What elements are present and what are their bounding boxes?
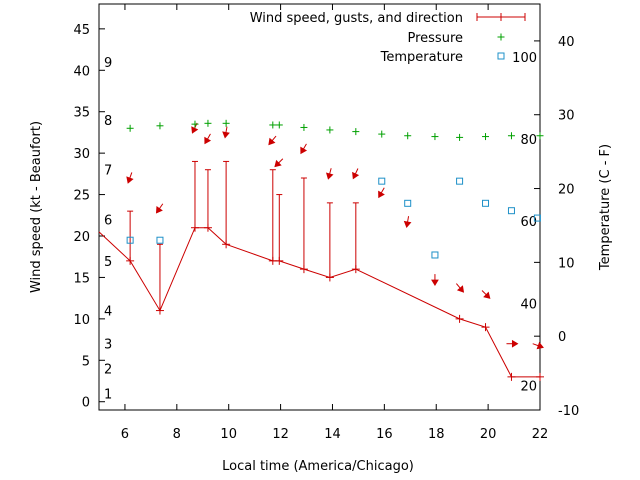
temperature-point xyxy=(404,199,412,207)
wind-direction-arrow-head xyxy=(352,171,360,180)
axes-group xyxy=(98,3,541,411)
beaufort-label: 1 xyxy=(104,387,112,402)
y2-axis-label: Temperature (C - F) xyxy=(598,144,613,271)
wind-direction-arrow-head xyxy=(378,190,385,199)
x-tick-label: 20 xyxy=(480,427,497,442)
wind-direction-arrow xyxy=(274,158,284,168)
x-tick-label: 6 xyxy=(121,427,129,442)
wind-direction-arrow-head xyxy=(204,136,212,145)
wind-direction-arrow xyxy=(481,290,491,299)
x-tick-label: 18 xyxy=(428,427,445,442)
beaufort-label: 9 xyxy=(104,56,112,71)
legend-label-pressure: Pressure xyxy=(407,31,463,46)
legend-label-wind: Wind speed, gusts, and direction xyxy=(250,11,463,26)
beaufort-label: 7 xyxy=(104,164,112,179)
wind-direction-arrow xyxy=(300,143,308,155)
wind-direction-arrow-head xyxy=(456,285,465,293)
wind-direction-arrow-head xyxy=(511,339,519,348)
y-tick-label: 10 xyxy=(73,313,90,328)
wind-direction-arrow-head xyxy=(268,137,276,146)
beaufort-label: 8 xyxy=(104,114,112,129)
wind-direction-arrow xyxy=(431,274,439,287)
temperature-point xyxy=(156,236,164,244)
y-tick-label: 15 xyxy=(73,271,90,286)
beaufort-label: 6 xyxy=(104,213,112,228)
y2-tick-label: -10 xyxy=(558,404,579,419)
wind-direction-arrow-head xyxy=(126,176,134,184)
legend-label-temperature: Temperature xyxy=(380,50,463,65)
wind-direction-arrow xyxy=(506,339,519,348)
wind-direction-arrow xyxy=(403,216,412,228)
beaufort-label: 4 xyxy=(104,305,112,320)
x-axis-label: Local time (America/Chicago) xyxy=(222,459,414,474)
temperature-point xyxy=(431,251,439,259)
fahrenheit-label: 40 xyxy=(520,298,537,313)
y-tick-label: 35 xyxy=(73,106,90,121)
series-group xyxy=(98,119,544,381)
fahrenheit-label: 20 xyxy=(520,380,537,395)
wind-speed-line xyxy=(98,227,540,378)
beaufort-label: 2 xyxy=(104,363,112,378)
beaufort-label: 5 xyxy=(104,255,112,270)
wind-direction-arrow-head xyxy=(222,131,230,139)
wind-direction-arrow xyxy=(155,203,164,214)
fahrenheit-label: 80 xyxy=(520,133,537,148)
wind-direction-arrow-head xyxy=(403,220,412,228)
wind-direction-arrow-head xyxy=(191,126,199,134)
y2-tick-label: 40 xyxy=(558,35,575,50)
wind-direction-arrow xyxy=(222,126,230,139)
wind-direction-arrow xyxy=(126,172,134,184)
wind-direction-arrow-head xyxy=(300,146,308,155)
y-tick-label: 40 xyxy=(73,64,90,79)
y-axis-label: Wind speed (kt - Beaufort) xyxy=(29,121,44,293)
wind-direction-arrow-head xyxy=(483,291,491,299)
plot-frame xyxy=(98,3,541,411)
x-tick-label: 8 xyxy=(173,427,181,442)
wind-direction-arrow xyxy=(532,341,544,350)
wind-direction-arrow xyxy=(378,187,385,199)
beaufort-label: 3 xyxy=(104,338,112,353)
wind-direction-arrow xyxy=(455,283,465,293)
wind-direction-arrow xyxy=(204,133,212,145)
temperature-point xyxy=(126,236,134,244)
legend: Wind speed, gusts, and direction Pressure… xyxy=(250,11,526,65)
y-tick-label: 5 xyxy=(82,354,90,369)
wind-direction-arrow xyxy=(268,135,277,146)
wind-direction-arrow xyxy=(325,168,334,180)
fahrenheit-label: 100 xyxy=(512,51,537,66)
y-tick-label: 0 xyxy=(82,396,90,411)
y2-tick-label: 10 xyxy=(558,256,575,271)
wind-direction-arrow-head xyxy=(431,279,439,287)
x-tick-label: 12 xyxy=(272,427,289,442)
y2-tick-label: 20 xyxy=(558,183,575,198)
x-tick-label: 16 xyxy=(376,427,393,442)
y-tick-label: 30 xyxy=(73,147,90,162)
wind-direction-arrow xyxy=(352,168,360,180)
wind-direction-arrow-head xyxy=(536,341,544,350)
temperature-point xyxy=(533,214,541,222)
x-tick-label: 14 xyxy=(324,427,341,442)
temperature-point xyxy=(482,199,490,207)
temperature-point xyxy=(456,177,464,185)
wind-direction-arrow-head xyxy=(274,159,282,168)
ticks-group: 6 8 10 12 14 16 18 20 22051015202530354045123456… xyxy=(73,4,579,442)
y2-tick-label: 0 xyxy=(558,330,566,345)
y2-tick-label: 30 xyxy=(558,109,575,124)
y-tick-label: 45 xyxy=(73,23,90,38)
wind-direction-arrow-head xyxy=(325,172,334,180)
temperature-point xyxy=(378,177,386,185)
legend-swatch-temperature xyxy=(497,52,505,60)
fahrenheit-label: 60 xyxy=(520,215,537,230)
x-tick-label: 10 xyxy=(220,427,237,442)
x-tick-label: 22 xyxy=(532,427,549,442)
y-tick-label: 25 xyxy=(73,189,90,204)
temperature-point xyxy=(507,207,515,215)
y-tick-label: 20 xyxy=(73,230,90,245)
wind-direction-arrow-head xyxy=(155,206,163,214)
